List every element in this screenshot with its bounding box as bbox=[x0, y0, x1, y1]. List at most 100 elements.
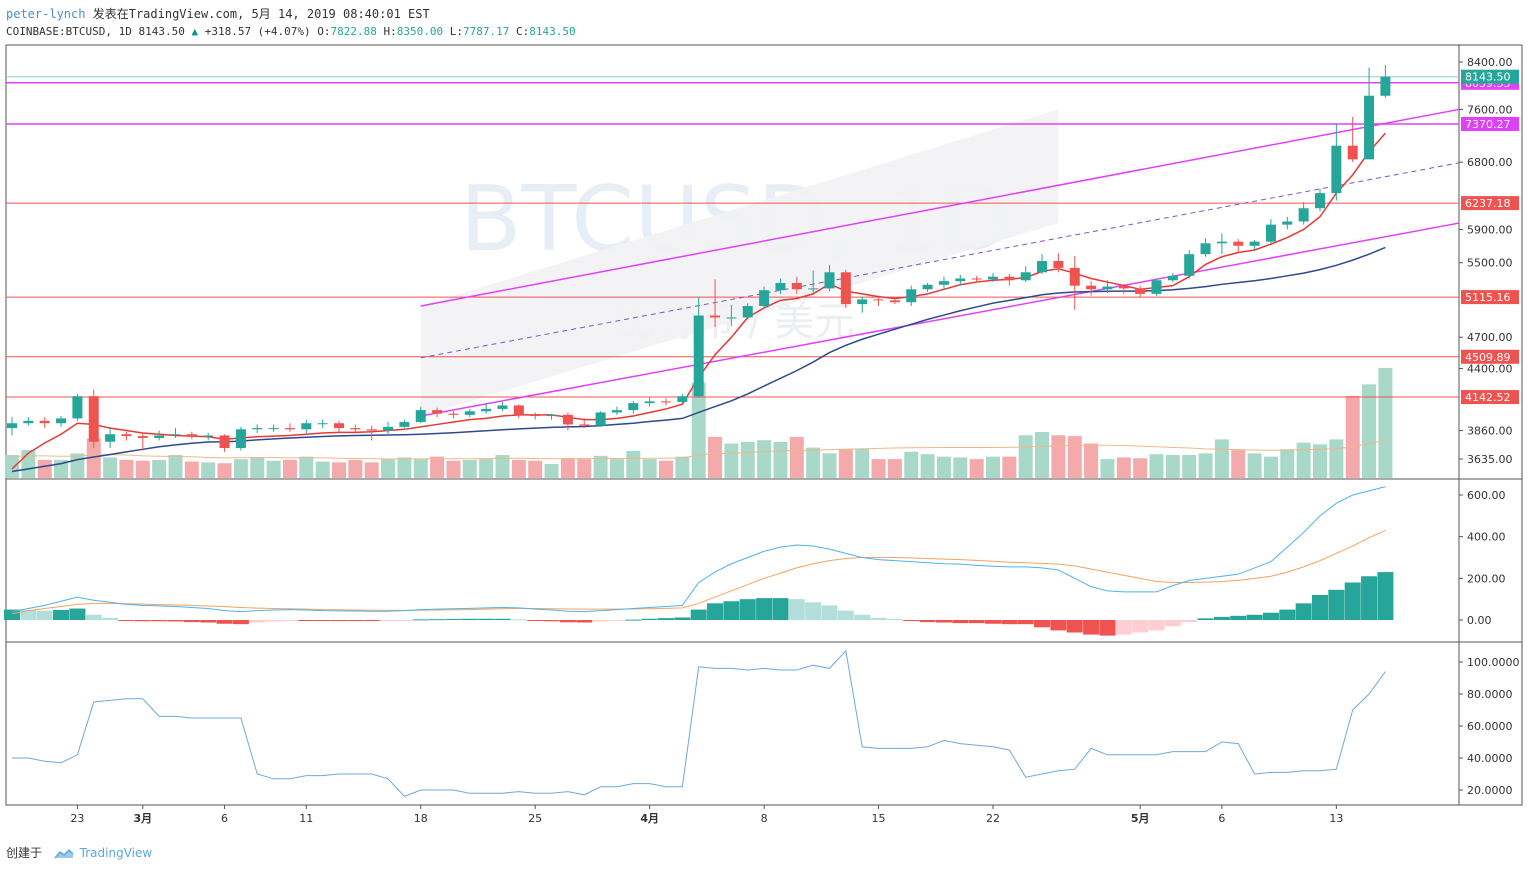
volume-bar bbox=[1280, 449, 1295, 478]
macd-histogram-bar bbox=[380, 620, 397, 621]
volume-bar bbox=[168, 455, 183, 478]
volume-bar bbox=[233, 459, 248, 478]
channel-upper-line bbox=[420, 108, 1460, 307]
candle bbox=[840, 269, 851, 308]
macd-histogram-bar bbox=[1132, 620, 1149, 633]
candle bbox=[448, 411, 459, 419]
candle bbox=[1053, 253, 1064, 273]
candle bbox=[301, 419, 312, 433]
channel-fill bbox=[420, 109, 1059, 417]
macd-histogram-bar bbox=[412, 619, 429, 621]
macd-histogram-bar bbox=[429, 619, 446, 621]
volume-bar bbox=[152, 459, 167, 478]
candle-body bbox=[808, 288, 819, 290]
candle bbox=[170, 428, 181, 438]
candle-body bbox=[121, 434, 132, 437]
candle bbox=[1167, 273, 1178, 283]
candle-body bbox=[1347, 145, 1358, 160]
candle bbox=[1347, 116, 1358, 163]
candle bbox=[628, 400, 639, 414]
macd-histogram-bar bbox=[1279, 609, 1296, 620]
candle-body bbox=[1037, 260, 1048, 273]
macd-histogram-bar bbox=[216, 620, 233, 624]
candle bbox=[1102, 280, 1113, 293]
candle-body bbox=[611, 410, 622, 413]
oscillator-tick-label: 20.0000 bbox=[1467, 784, 1513, 797]
candle-body bbox=[1233, 241, 1244, 246]
macd-histogram-bar bbox=[4, 609, 20, 620]
macd-histogram-bar bbox=[559, 620, 576, 623]
volume-bar bbox=[282, 459, 297, 478]
macd-histogram-bar bbox=[903, 620, 920, 622]
candle bbox=[1364, 67, 1375, 160]
macd-histogram-bar bbox=[347, 620, 364, 622]
candle-body bbox=[170, 434, 181, 436]
candle-body bbox=[383, 426, 394, 431]
candle bbox=[1265, 219, 1276, 245]
candle-body bbox=[497, 405, 508, 409]
candle-body bbox=[1298, 208, 1309, 222]
candle bbox=[873, 296, 884, 306]
macd-histogram-bar bbox=[1050, 620, 1067, 631]
volume-bar bbox=[871, 459, 886, 478]
candle bbox=[1200, 238, 1211, 257]
candle bbox=[497, 401, 508, 412]
macd-histogram-bar bbox=[118, 620, 135, 621]
macd-histogram-bar bbox=[183, 620, 200, 623]
candle-body bbox=[955, 278, 966, 282]
candle-body bbox=[1249, 241, 1260, 246]
volume-bar bbox=[1002, 456, 1017, 478]
candle-body bbox=[1282, 221, 1293, 225]
volume-bar bbox=[364, 462, 379, 478]
volume-bar bbox=[1362, 384, 1377, 478]
tradingview-brand[interactable]: TradingView bbox=[79, 846, 153, 860]
candle bbox=[121, 431, 132, 441]
candle-body bbox=[252, 428, 263, 430]
candle bbox=[235, 426, 246, 451]
volume-bar bbox=[789, 436, 804, 478]
date-tick-label: 18 bbox=[414, 812, 428, 825]
macd-histogram-bar bbox=[543, 620, 560, 622]
macd-histogram-bar bbox=[985, 620, 1001, 624]
candle bbox=[366, 425, 377, 441]
candle-body bbox=[1265, 224, 1276, 242]
volume-bar bbox=[70, 453, 85, 478]
volume-bar bbox=[855, 448, 870, 478]
candle-body bbox=[988, 276, 998, 280]
volume-bar bbox=[495, 455, 510, 478]
macd-histogram-bar bbox=[756, 598, 773, 620]
candle-body bbox=[1364, 95, 1375, 160]
volume-bar bbox=[953, 457, 968, 478]
candle bbox=[481, 403, 492, 414]
volume-bar bbox=[1198, 453, 1213, 478]
candle bbox=[1249, 240, 1260, 250]
candle bbox=[88, 389, 99, 449]
candle-body bbox=[1135, 288, 1146, 294]
macd-histogram-bar bbox=[331, 620, 347, 622]
low-label: L: bbox=[449, 25, 464, 38]
close-value: 8143.50 bbox=[529, 25, 576, 38]
volume-bar bbox=[446, 460, 461, 478]
candle-body bbox=[1086, 285, 1097, 290]
candle-body bbox=[1216, 241, 1227, 244]
candle-body bbox=[938, 281, 949, 285]
volume-bar bbox=[119, 459, 134, 478]
volume-bar bbox=[5, 455, 19, 478]
candle-body bbox=[105, 434, 116, 442]
macd-line bbox=[11, 486, 1386, 613]
candle-body bbox=[1331, 145, 1342, 194]
author-name[interactable]: peter-lynch bbox=[6, 7, 86, 21]
volume-bar bbox=[642, 459, 657, 478]
candle-body bbox=[56, 418, 67, 424]
volume-bar bbox=[1345, 395, 1360, 478]
candle-body bbox=[88, 396, 99, 442]
volume-bar bbox=[1084, 443, 1099, 478]
macd-histogram-bar bbox=[298, 620, 315, 621]
candle bbox=[1298, 202, 1309, 225]
candle bbox=[1069, 255, 1080, 310]
candle-body bbox=[1200, 243, 1211, 255]
volume-bar bbox=[544, 464, 559, 478]
macd-histogram-bar bbox=[707, 603, 724, 620]
volume-bar bbox=[103, 457, 118, 478]
